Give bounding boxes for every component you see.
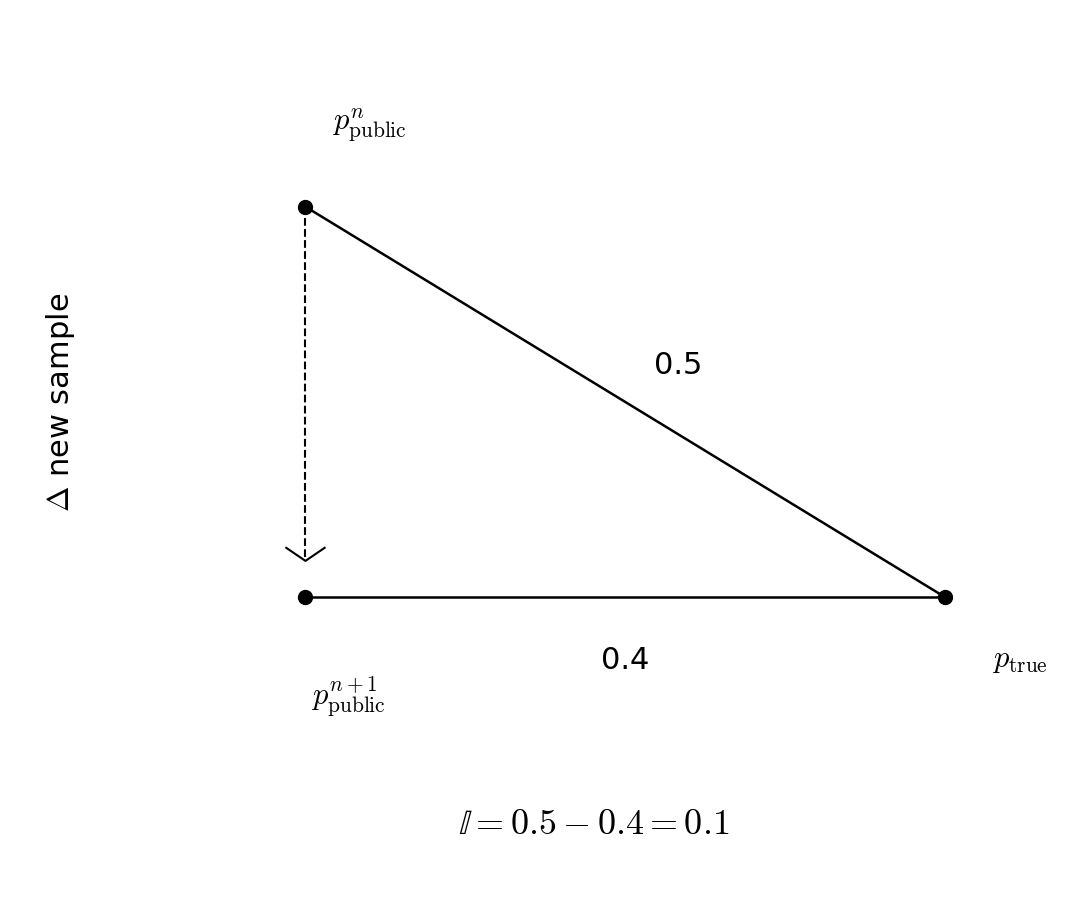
Text: $\Delta$ new sample: $\Delta$ new sample [44, 292, 77, 512]
Text: 0.4: 0.4 [602, 646, 649, 675]
Point [297, 199, 314, 214]
Point [297, 590, 314, 605]
Text: $\mathbb{I} = 0.5 - 0.4 = 0.1$: $\mathbb{I} = 0.5 - 0.4 = 0.1$ [458, 808, 729, 841]
Text: 0.5: 0.5 [654, 351, 703, 380]
Text: $p_{\mathrm{public}}^{n}$: $p_{\mathrm{public}}^{n}$ [332, 106, 407, 144]
Point [936, 590, 954, 605]
Text: $p_{\mathrm{true}}$: $p_{\mathrm{true}}$ [991, 646, 1048, 675]
Text: $p_{\mathrm{public}}^{n+1}$: $p_{\mathrm{public}}^{n+1}$ [311, 675, 386, 719]
